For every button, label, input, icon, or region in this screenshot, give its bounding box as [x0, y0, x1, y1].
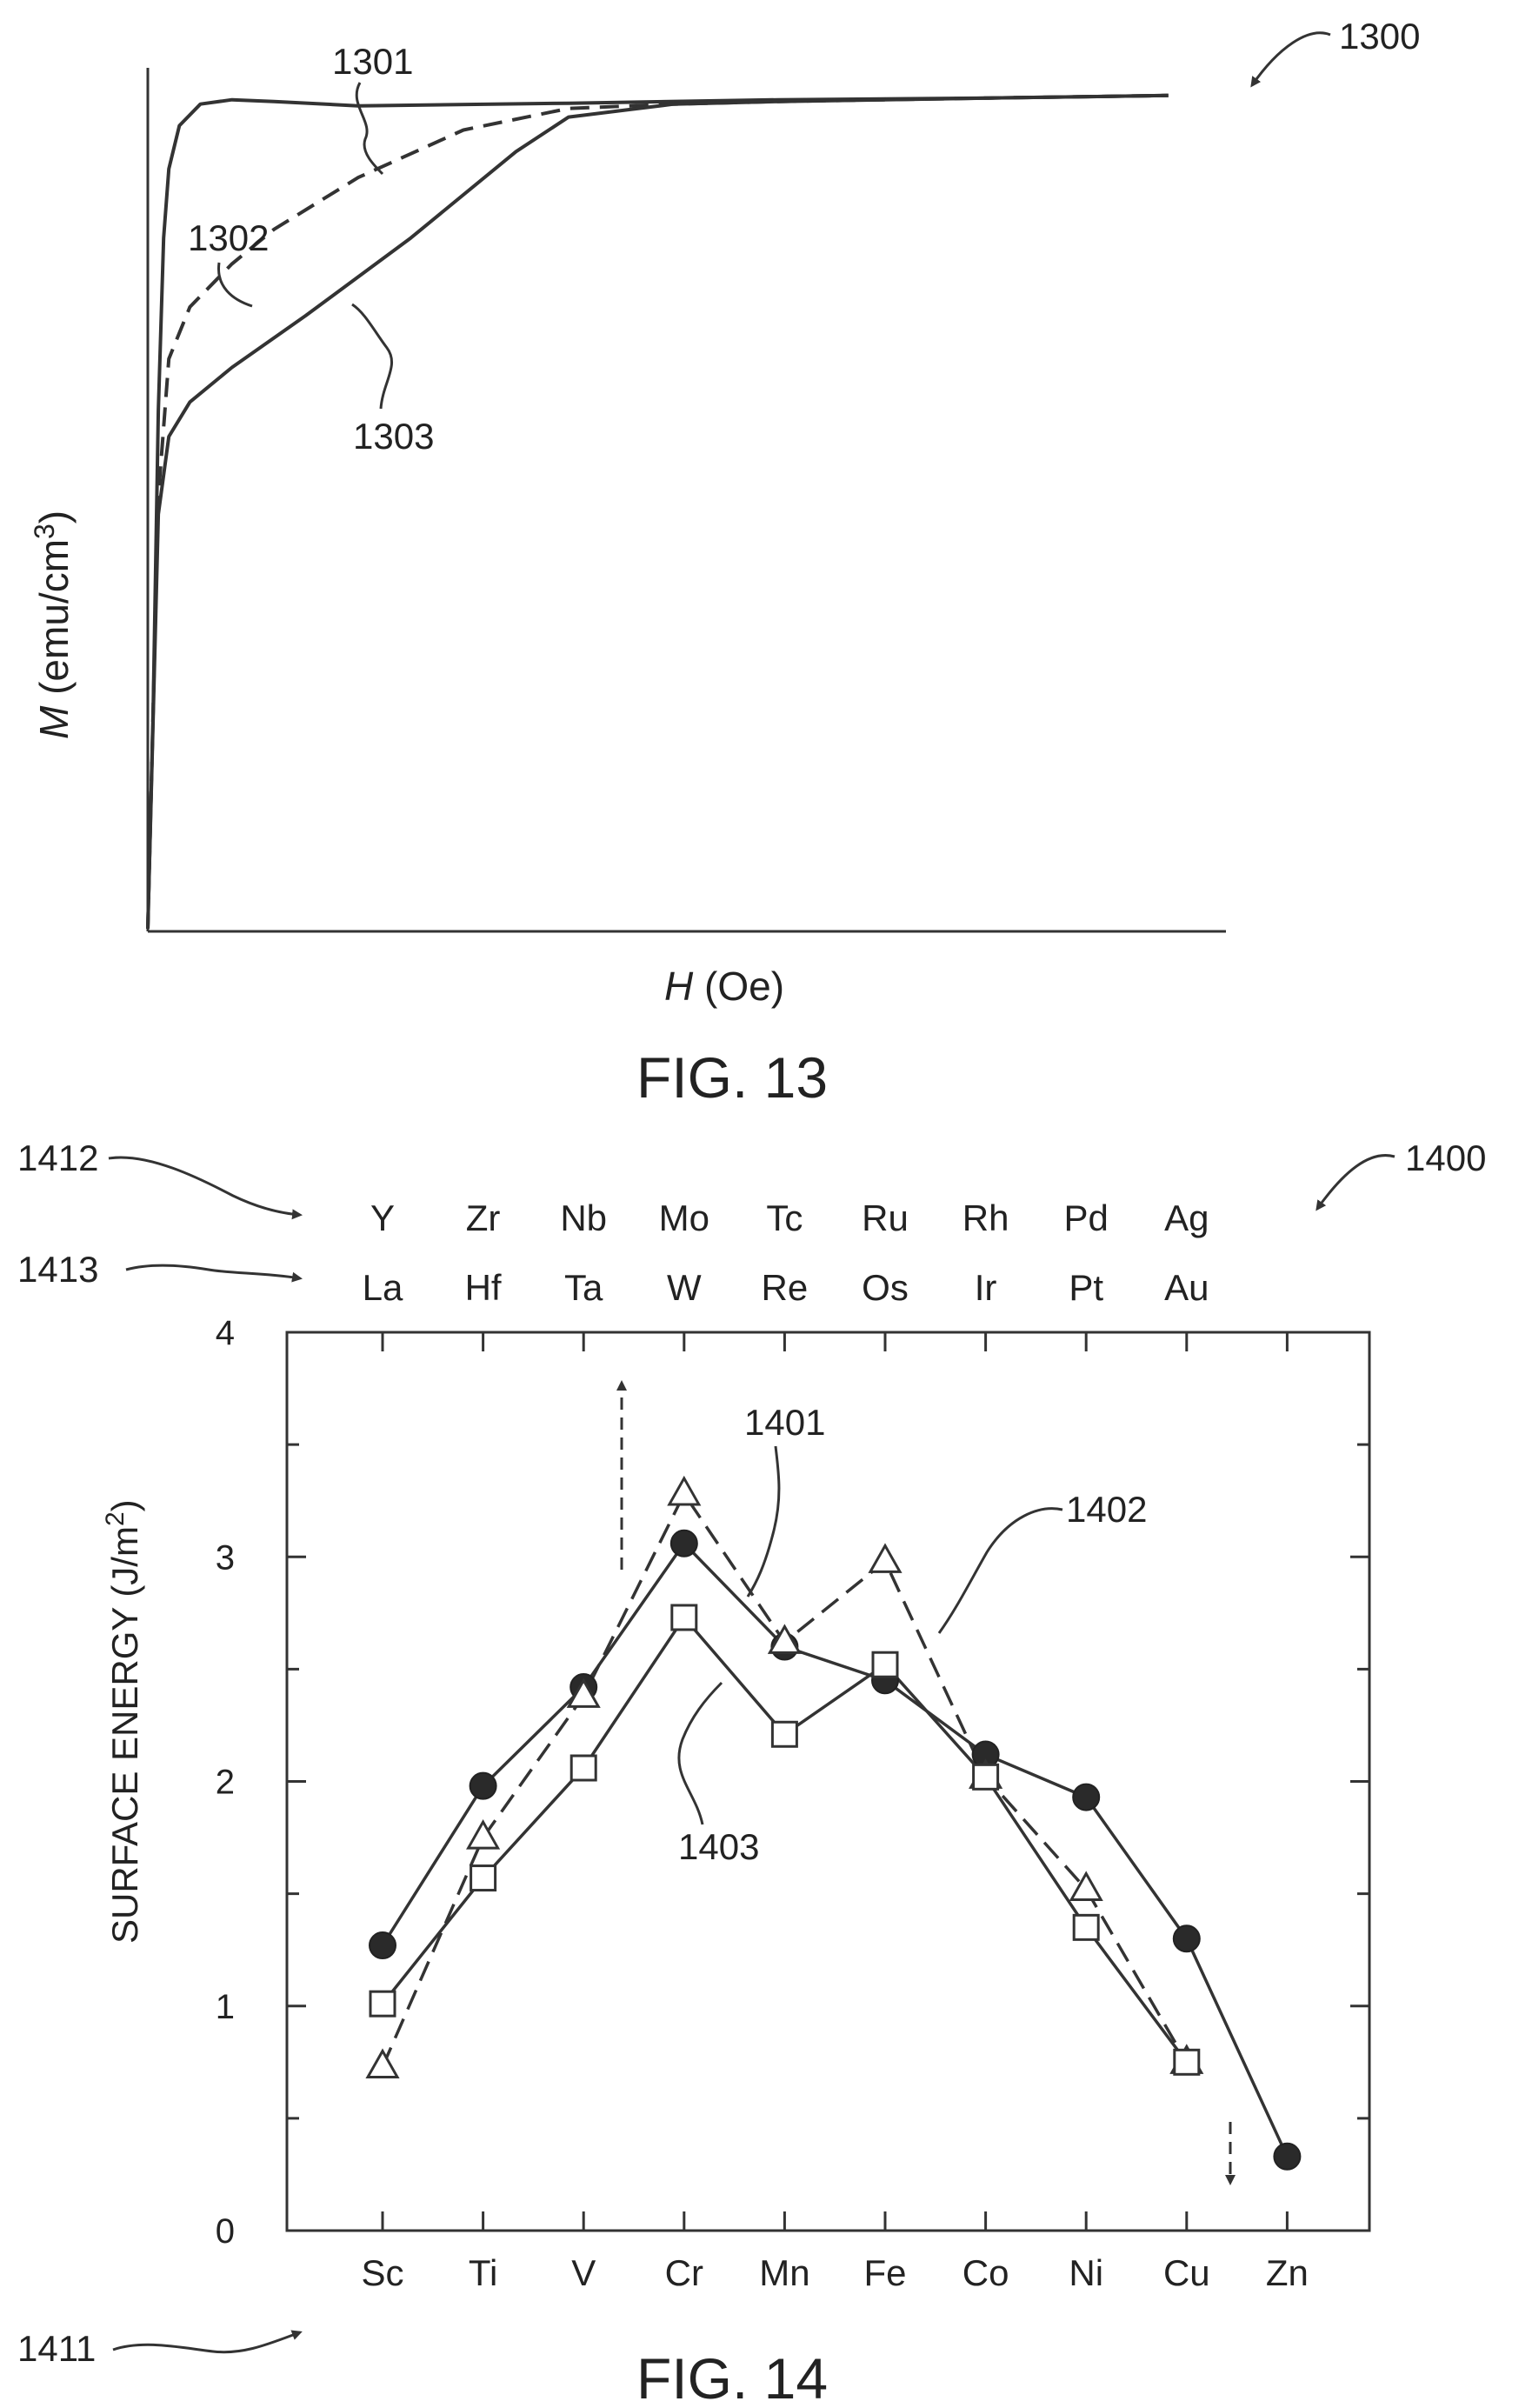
fig13-curves — [146, 93, 1169, 930]
top-row2-label: Ir — [975, 1267, 997, 1308]
x-tick-label: Ti — [469, 2252, 497, 2293]
point-1401 — [369, 1931, 396, 1960]
fig13-x-axis-title: H (Oe) — [664, 964, 784, 1009]
point-1403 — [670, 1604, 698, 1631]
ref-1412: 1412 — [17, 1137, 98, 1178]
point-1401 — [669, 1529, 698, 1558]
label-1302: 1302 — [188, 217, 269, 258]
point-1403 — [369, 1990, 396, 2018]
top-row2-label: Ta — [564, 1267, 603, 1308]
top-row1-label: Tc — [766, 1197, 803, 1238]
x-tick-label: Mn — [759, 2252, 809, 2293]
label-1401: 1401 — [744, 1402, 825, 1443]
x-tick-label: V — [571, 2252, 596, 2293]
top-row1-label: Mo — [659, 1197, 709, 1238]
ref-1411-arrow — [112, 2330, 303, 2354]
top-row2-label: La — [363, 1267, 403, 1308]
series-line-1403 — [381, 1615, 1189, 2064]
leader-1303 — [351, 303, 393, 410]
y-tick-label: 1 — [216, 1988, 235, 2026]
fig13-ref-arrow — [1250, 31, 1331, 88]
label-1303: 1303 — [353, 416, 434, 457]
point-1403 — [570, 1754, 597, 1782]
point-1401 — [1172, 1924, 1201, 1953]
top-row2-label: Pt — [1069, 1267, 1103, 1308]
fig14-series — [365, 1475, 1302, 2171]
point-1402 — [667, 1475, 702, 1506]
fig13-ref-number: 1300 — [1339, 16, 1420, 57]
point-1402 — [868, 1543, 903, 1573]
series-line-1402 — [381, 1491, 1189, 2068]
label-1402: 1402 — [1066, 1489, 1147, 1530]
x-tick-label: Fe — [863, 2252, 906, 2293]
curve-1301 — [146, 93, 1169, 930]
x-tick-label: Zn — [1266, 2252, 1309, 2293]
x-tick-label: Co — [962, 2252, 1009, 2293]
point-1403 — [1072, 1913, 1100, 1941]
top-row2-label: W — [667, 1267, 702, 1308]
ref-1411: 1411 — [17, 2328, 96, 2369]
top-row2-label: Os — [862, 1267, 909, 1308]
fig14-plot-frame — [285, 1331, 1371, 2232]
curve-1302 — [146, 93, 1169, 930]
series-line-1401 — [381, 1541, 1289, 2158]
fig14-top-labels: Y Zr Nb Mo Tc Ru Rh Pd Ag La Hf Ta W Re Os Ir Pt Au — [363, 1197, 1209, 1308]
fig14-ref-arrow — [1316, 1154, 1395, 1211]
label-1403: 1403 — [678, 1826, 759, 1867]
point-1403 — [470, 1864, 497, 1892]
fig14-caption: FIG. 14 — [636, 2346, 828, 2408]
fig14-x-tick-labels: Sc Ti V Cr Mn Fe Co Ni Cu Zn — [361, 2252, 1308, 2293]
point-1402 — [466, 1819, 501, 1850]
top-row2-label: Re — [762, 1267, 809, 1308]
point-1403 — [871, 1651, 899, 1678]
label-1301: 1301 — [332, 41, 413, 82]
fig14-y-tick-labels: 0 1 2 3 4 — [216, 1314, 235, 2251]
fig14-ticks — [287, 1331, 1369, 2232]
x-tick-label: Sc — [361, 2252, 403, 2293]
x-tick-label: Cu — [1163, 2252, 1210, 2293]
figure-13: 1300 1301 1302 1303 H (Oe) M (emu/cm3) F… — [29, 16, 1420, 1110]
top-row1-label: Nb — [560, 1197, 607, 1238]
leader-1301 — [355, 82, 384, 176]
top-row1-label: Zr — [466, 1197, 501, 1238]
point-1402 — [1069, 1871, 1103, 1901]
figure-14: 1400 1412 1413 1411 0 1 2 3 4 Sc Ti V Cr Mn Fe Co N… — [17, 1137, 1486, 2408]
fig14-y-axis-title: SURFACE ENERGY (J/m2) — [101, 1499, 145, 1944]
point-1401 — [1072, 1783, 1101, 1811]
ref-1412-arrow — [108, 1156, 303, 1220]
fig14-ref-number: 1400 — [1405, 1137, 1486, 1178]
top-row1-label: Ag — [1164, 1197, 1209, 1238]
leader-1402 — [937, 1507, 1063, 1634]
point-1403 — [770, 1720, 798, 1748]
point-1402 — [767, 1624, 802, 1654]
x-tick-label: Cr — [665, 2252, 703, 2293]
y-tick-label: 2 — [216, 1764, 235, 1802]
curve-1303 — [146, 93, 1169, 930]
top-row1-label: Y — [370, 1197, 395, 1238]
y-tick-label: 4 — [216, 1314, 235, 1352]
point-1402 — [566, 1678, 601, 1708]
y-tick-label: 3 — [216, 1538, 235, 1577]
point-1403 — [1173, 2048, 1201, 2076]
leader-1401 — [746, 1445, 781, 1598]
top-row2-label: Hf — [465, 1267, 502, 1308]
fig13-y-axis-title: M (emu/cm3) — [29, 510, 77, 739]
fig13-caption: FIG. 13 — [636, 1045, 828, 1110]
point-1402 — [365, 2048, 400, 2078]
x-tick-label: Ni — [1069, 2252, 1103, 2293]
leader-1403 — [677, 1681, 723, 1825]
top-row1-label: Rh — [962, 1197, 1009, 1238]
leader-1302 — [217, 262, 253, 308]
top-row1-label: Pd — [1064, 1197, 1109, 1238]
top-row2-label: Au — [1164, 1267, 1209, 1308]
point-1401 — [1273, 2142, 1302, 2171]
y-tick-label: 0 — [216, 2212, 235, 2251]
ref-1413-arrow — [125, 1264, 303, 1283]
point-1401 — [469, 1771, 497, 1800]
top-row1-label: Ru — [862, 1197, 909, 1238]
ref-1413: 1413 — [17, 1249, 98, 1290]
point-1403 — [972, 1763, 1000, 1791]
